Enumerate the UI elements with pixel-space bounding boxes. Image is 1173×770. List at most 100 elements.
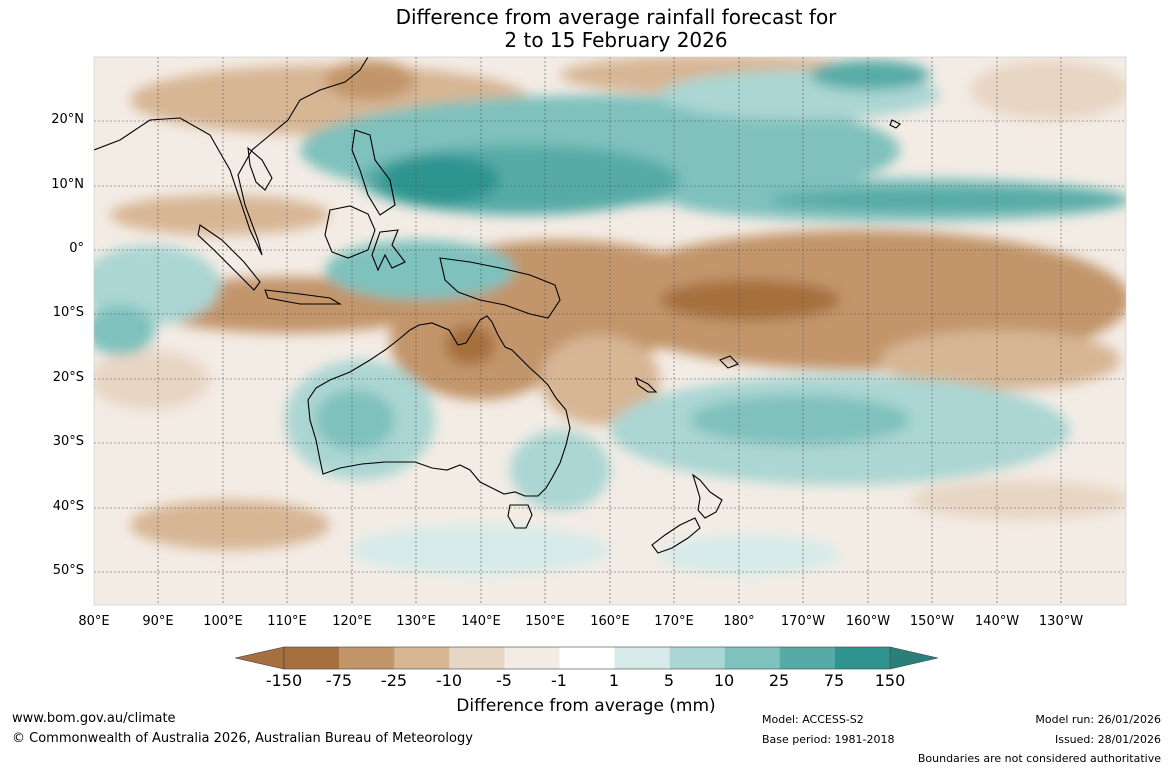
colorbar-segment [779, 647, 836, 669]
wet-south-nz [660, 535, 840, 575]
sulawesi-coast [371, 229, 406, 272]
borneo-coast [324, 205, 376, 259]
lon-label: 90°E [142, 614, 174, 629]
wet-eastern-indian [94, 245, 220, 325]
footer-disclaimer: Boundaries are not considered authoritat… [917, 752, 1161, 765]
coastlines [94, 57, 901, 554]
dry-spcz-south [880, 330, 1120, 390]
colorbar-segment [339, 647, 395, 669]
lon-label: 130°E [396, 614, 436, 629]
colorbar-tick-label: -1 [551, 671, 567, 690]
dry-queensland [540, 335, 660, 425]
wet-tasman [510, 430, 610, 510]
dry-west-indian [94, 350, 210, 410]
graticule [94, 57, 1126, 605]
fiji-islands [719, 355, 739, 369]
lat-label: 20°S [52, 370, 84, 385]
sumatra-coast [197, 224, 261, 291]
colorbar-tick-label: 1 [608, 671, 620, 690]
lon-label: 100°E [203, 614, 243, 629]
colorbar-title: Difference from average (mm) [456, 696, 716, 716]
indochina-coast [247, 146, 273, 191]
philippines-coast [351, 129, 396, 216]
lat-label: 30°S [52, 434, 84, 449]
dry-core-australia [445, 325, 495, 365]
lon-label: 170°E [654, 614, 694, 629]
colorbar-segment [669, 647, 726, 669]
wet-itcz-core [770, 188, 1126, 212]
wet-maritime-continent [325, 240, 515, 300]
lon-label: 180° [723, 614, 755, 629]
australia-coast [307, 315, 571, 497]
lat-label: 10°S [52, 305, 84, 320]
colorbar-tick-label: -25 [380, 671, 408, 690]
colorbar-segment [504, 647, 560, 669]
colorbar-segment [834, 647, 891, 669]
rainfall-field [94, 57, 1126, 605]
lat-label: 10°N [51, 177, 84, 192]
wet-wa-core [315, 390, 395, 450]
colorbar-segment [559, 647, 615, 669]
dry-ne-pacific [970, 60, 1126, 120]
lon-label: 140°W [974, 614, 1020, 629]
lat-label: 40°S [52, 499, 84, 514]
footer-issued: Issued: 28/01/2026 [1054, 733, 1161, 746]
dry-band-bay [110, 195, 330, 235]
colorbar-segment [614, 647, 670, 669]
map-title-line1: Difference from average rainfall forecas… [395, 5, 837, 29]
java-coast [264, 289, 342, 305]
colorbar-tick-label: 5 [663, 671, 675, 690]
colorbar-tick-label: 25 [768, 671, 790, 690]
colorbar-segment [449, 647, 505, 669]
tasmania-coast [507, 504, 533, 529]
colorbar-segment [284, 647, 340, 669]
asia-coast [94, 57, 369, 256]
hawaii [889, 119, 901, 129]
wet-southern-ocean [350, 525, 610, 575]
dry-core-pacific [660, 280, 840, 320]
lat-label: 0° [69, 241, 84, 256]
colorbar-frame [283, 646, 891, 670]
wet-hawaii-core [810, 60, 930, 90]
footer-url[interactable]: www.bom.gov.au/climate [12, 711, 176, 726]
colorbar-extend-low [234, 646, 285, 670]
colorbar-tick-label: -10 [435, 671, 463, 690]
colorbar-extend-high [889, 646, 939, 670]
lat-label: 20°N [51, 112, 84, 127]
lon-label: 140°E [461, 614, 501, 629]
lon-label: 150°W [909, 614, 955, 629]
colorbar-tick-label: 150 [874, 671, 906, 690]
new-zealand-south [651, 517, 701, 554]
new-guinea-coast [439, 257, 561, 319]
lon-label: 130°W [1038, 614, 1084, 629]
lon-label: 160°E [590, 614, 630, 629]
lon-label: 170°W [780, 614, 826, 629]
colorbar [234, 646, 939, 670]
colorbar-tick-label: 10 [713, 671, 735, 690]
colorbar-segment [394, 647, 450, 669]
new-zealand-north [692, 473, 723, 519]
lat-label: 50°S [52, 563, 84, 578]
footer-model: Model: ACCESS-S2 [762, 713, 864, 726]
lon-label: 110°E [267, 614, 307, 629]
wet-west-core [94, 305, 155, 355]
colorbar-tick-label: -150 [265, 671, 303, 690]
footer-model-run: Model run: 26/01/2026 [1035, 713, 1161, 726]
wet-sp-core [690, 395, 910, 445]
colorbar-tick-label: -75 [325, 671, 353, 690]
new-caledonia [635, 376, 658, 393]
lon-label: 120°E [332, 614, 372, 629]
dry-south-pacific [910, 480, 1126, 520]
colorbar-segment [724, 647, 781, 669]
colorbar-tick-label: -5 [496, 671, 512, 690]
footer-base-period: Base period: 1981-2018 [762, 733, 895, 746]
colorbar-tick-label: 75 [823, 671, 845, 690]
dry-southern-ocean [130, 500, 330, 550]
lon-label: 150°E [525, 614, 565, 629]
lon-label: 160°W [845, 614, 891, 629]
dry-china [325, 60, 415, 100]
wet-core-philippines [380, 155, 500, 205]
lon-label: 80°E [78, 614, 110, 629]
map-frame [93, 56, 1127, 606]
